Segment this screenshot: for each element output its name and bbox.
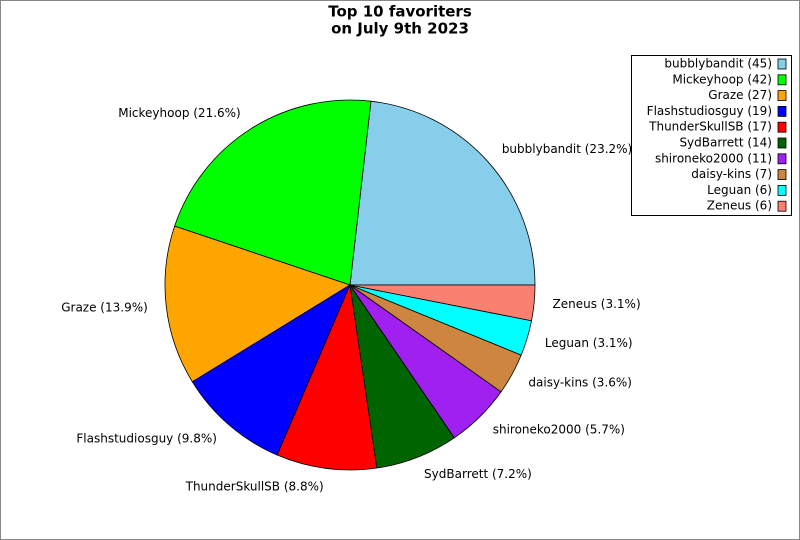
chart-title: on July 9th 2023 <box>331 20 469 38</box>
legend-label: SydBarrett (14) <box>679 136 772 150</box>
legend-swatch <box>777 184 787 196</box>
legend-swatch <box>777 90 787 101</box>
legend-label: Leguan (6) <box>707 183 772 197</box>
legend-label: shironeko2000 (11) <box>655 151 772 165</box>
legend-label: Flashstudiosguy (19) <box>647 104 772 118</box>
chart-title: Top 10 favoriters <box>328 3 472 21</box>
legend-swatch <box>777 121 787 133</box>
pie-slice <box>349 100 536 286</box>
slice-label: Mickeyhoop (21.6%) <box>118 106 241 120</box>
legend-label: Graze (27) <box>708 88 772 102</box>
legend-swatch <box>777 58 787 70</box>
pie-slice <box>174 99 372 286</box>
pie-slice <box>276 283 378 471</box>
legend-label: Mickeyhoop (42) <box>672 72 772 86</box>
pie-slice <box>349 284 536 322</box>
slice-label: daisy-kins (3.6%) <box>528 375 632 389</box>
legend-swatch <box>777 137 787 149</box>
slice-label: Leguan (3.1%) <box>545 336 633 350</box>
legend-swatch <box>777 169 787 181</box>
slice-label: Zeneus (3.1%) <box>553 297 641 311</box>
legend-label: ThunderSkullSB (17) <box>648 120 772 134</box>
slice-label: SydBarrett (7.2%) <box>424 467 532 481</box>
slice-label: bubblybandit (23.2%) <box>502 142 632 156</box>
slice-label: Graze (13.9%) <box>61 301 148 315</box>
pie-slice <box>191 284 351 456</box>
legend-label: daisy-kins (7) <box>691 167 772 181</box>
legend-swatch <box>777 106 787 117</box>
legend-box <box>631 55 792 216</box>
slice-label: ThunderSkullSB (8.8%) <box>185 479 324 493</box>
legend-swatch <box>777 153 787 165</box>
pie-slice <box>164 225 351 383</box>
slice-label: Flashstudiosguy (9.8%) <box>76 431 217 445</box>
legend-swatch <box>777 74 787 86</box>
slice-label: shironeko2000 (5.7%) <box>493 423 625 437</box>
legend-swatch <box>777 200 787 212</box>
legend-label: Zeneus (6) <box>707 199 772 213</box>
legend-label: bubblybandit (45) <box>664 57 772 71</box>
